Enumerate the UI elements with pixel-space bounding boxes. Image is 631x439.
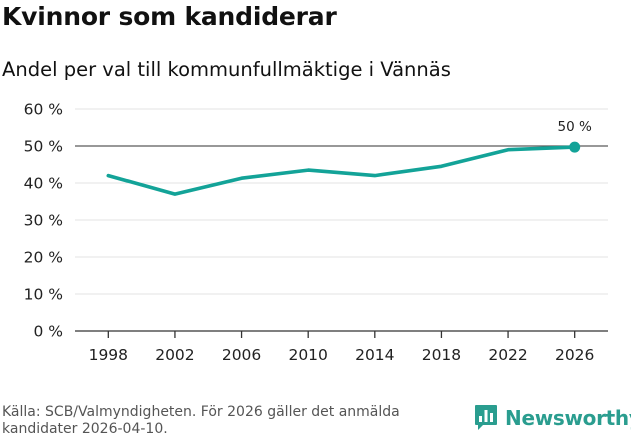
y-tick-label: 30 %	[24, 212, 63, 230]
source-note: Källa: SCB/Valmyndigheten. För 2026 gäll…	[2, 404, 400, 437]
chart-title: Kvinnor som kandiderar	[2, 2, 337, 31]
x-tick-label: 2006	[222, 346, 261, 364]
y-tick-label: 60 %	[24, 101, 63, 119]
data-point-2026	[569, 141, 581, 153]
x-tick-label: 2018	[422, 346, 461, 364]
bar-chart-icon	[475, 405, 497, 430]
data-label-2026: 50 %	[558, 119, 592, 135]
y-tick-label: 0 %	[33, 323, 63, 341]
line-chart: 0 % 10 % 20 % 30 % 40 % 50 % 60 % 1998 2002 2006 2…	[24, 101, 608, 364]
x-tick-label: 2010	[288, 346, 327, 364]
y-tick-label: 50 %	[24, 138, 63, 156]
series-line	[106, 145, 577, 196]
y-tick-label: 20 %	[24, 249, 63, 267]
x-tick-label: 2014	[355, 346, 394, 364]
x-tick-label: 2022	[488, 346, 527, 364]
y-tick-label: 10 %	[24, 286, 63, 304]
brand-name: Newsworthy	[505, 405, 631, 430]
x-tick-label: 1998	[89, 346, 128, 364]
brand-logo: Newsworthy	[474, 404, 631, 431]
chart-subtitle: Andel per val till kommunfullmäktige i V…	[2, 58, 451, 81]
x-tick-label: 2026	[555, 346, 594, 364]
x-tick-label: 2002	[155, 346, 194, 364]
y-tick-label: 40 %	[24, 175, 63, 193]
